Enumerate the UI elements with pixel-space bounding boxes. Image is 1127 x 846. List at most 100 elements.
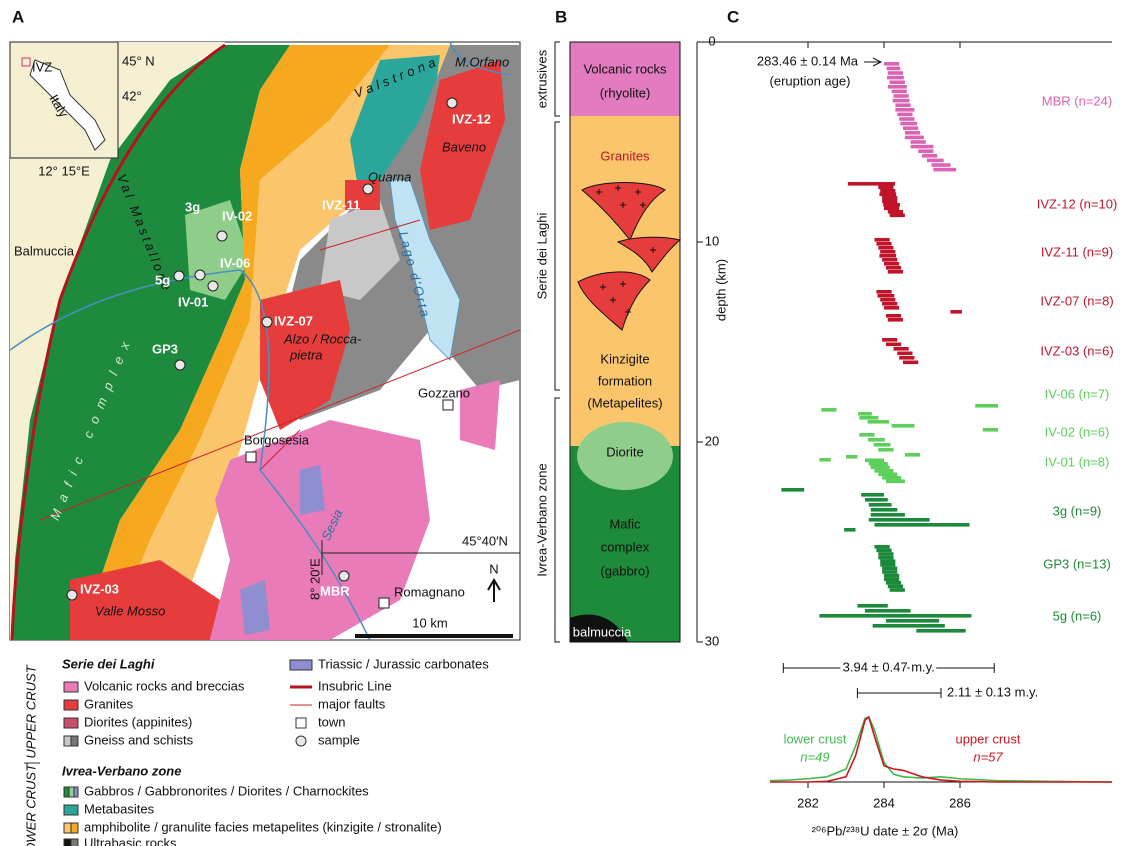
range-bar	[859, 416, 878, 420]
range-bar	[876, 242, 891, 246]
legend-item: Granites	[84, 696, 134, 711]
range-bar	[890, 588, 905, 592]
range-bar	[884, 574, 899, 578]
range-bar	[884, 207, 899, 211]
legend-item: Ultrabasic rocks	[84, 835, 177, 846]
sample-label: IV-02	[222, 208, 252, 223]
range-bar	[861, 493, 884, 497]
sample-label: IVZ-07	[274, 313, 313, 328]
range-bar	[893, 99, 910, 103]
place-label: Gozzano	[418, 385, 470, 400]
town-marker	[246, 452, 256, 462]
range-bar	[875, 238, 890, 242]
range-bar	[848, 182, 895, 186]
legend-swatch	[69, 787, 74, 797]
range-bar	[868, 420, 889, 424]
range-bar	[873, 624, 945, 628]
legend-item: Triassic / Jurassic carbonates	[318, 656, 489, 671]
range-bar	[884, 262, 899, 266]
range-bar	[911, 140, 926, 144]
series-label: GP3 (n=13)	[1043, 556, 1111, 571]
column-text: Diorite	[606, 444, 644, 459]
range-bar	[882, 570, 897, 574]
range-bar	[869, 503, 892, 507]
legend-swatch	[290, 660, 312, 670]
range-bar	[895, 108, 914, 112]
bracket-label: extrusives	[534, 49, 549, 108]
range-bar	[886, 343, 901, 347]
sample-marker	[174, 271, 184, 281]
range-bar	[899, 356, 914, 360]
x-tick-label: 286	[949, 795, 971, 810]
column-text: (Metapelites)	[587, 395, 662, 410]
bracket-label: Ivrea-Verbano zone	[534, 463, 549, 576]
range-bar	[821, 408, 836, 412]
sample-label: IV-06	[220, 255, 250, 270]
legend-swatch	[64, 787, 69, 797]
range-bar	[894, 347, 909, 351]
legend-item: Insubric Line	[318, 678, 392, 693]
range-bar	[858, 412, 872, 416]
range-bar	[869, 518, 930, 522]
range-bar	[983, 428, 998, 432]
range-bar	[886, 619, 939, 623]
range-bar	[875, 523, 970, 527]
legend-swatch	[71, 736, 78, 746]
map: 45° N 42° 12° 15°E IVZ Italy Val Mastall…	[10, 42, 520, 640]
inset-lon: 12° 15°E	[38, 163, 90, 178]
series-label: IVZ-03 (n=6)	[1040, 343, 1113, 358]
range-bar	[888, 210, 903, 214]
panel-label: B	[555, 7, 567, 26]
series-label: IVZ-11 (n=9)	[1041, 244, 1113, 259]
range-bar	[878, 294, 895, 298]
range-bar	[882, 338, 897, 342]
range-bar	[882, 196, 897, 200]
legend-swatch	[64, 839, 71, 846]
sample-label: IV-01	[178, 294, 208, 309]
range-bar	[922, 154, 937, 158]
panel-label: A	[12, 7, 24, 26]
range-bar	[899, 117, 914, 121]
annotation: (eruption age)	[770, 73, 851, 88]
legend: Serie dei Laghi UPPER CRUST Volcanic roc…	[23, 656, 489, 846]
town-marker	[379, 598, 389, 608]
range-bar	[844, 528, 855, 532]
range-bar	[871, 513, 905, 517]
legend-item: Metabasites	[84, 801, 155, 816]
range-bar	[903, 126, 918, 130]
range-bar	[878, 473, 897, 477]
place-label: Borgosesia	[244, 432, 310, 447]
range-bar	[888, 585, 903, 589]
legend-item: major faults	[318, 696, 386, 711]
range-bar	[895, 103, 910, 107]
place-label: Balmuccia	[14, 243, 75, 258]
range-bar	[888, 318, 903, 322]
x-axis-label: ²⁰⁶Pb/²³⁸U date ± 2σ (Ma)	[812, 823, 959, 838]
series-label: IVZ-07 (n=8)	[1040, 293, 1113, 308]
sample-marker	[208, 281, 218, 291]
legend-item: Gneiss and schists	[84, 732, 194, 747]
density-n: n=57	[973, 749, 1003, 764]
range-bar	[894, 94, 909, 98]
place-label: M.Orfano	[455, 54, 509, 69]
range-bar	[868, 438, 885, 442]
range-bar	[879, 193, 896, 197]
sample-label: GP3	[152, 341, 178, 356]
range-bar	[887, 76, 904, 80]
scale-label: 10 km	[412, 615, 447, 630]
sample-label: 3g	[185, 199, 200, 214]
column: Volcanic rocks (rhyolite) Granites Kinzi…	[534, 42, 680, 642]
range-bar	[884, 577, 899, 581]
range-bar	[819, 614, 971, 618]
column-text: Kinzigite	[600, 351, 649, 366]
column-text: formation	[598, 373, 652, 388]
range-bar	[781, 488, 804, 492]
sample-label: 5g	[155, 272, 170, 287]
range-bar	[865, 609, 911, 613]
legend-item: Diorites (appinites)	[84, 714, 192, 729]
range-bar	[880, 250, 895, 254]
legend-swatch	[64, 718, 78, 728]
legend-swatch	[64, 700, 78, 710]
range-bar	[878, 448, 893, 452]
range-bar	[905, 131, 920, 135]
